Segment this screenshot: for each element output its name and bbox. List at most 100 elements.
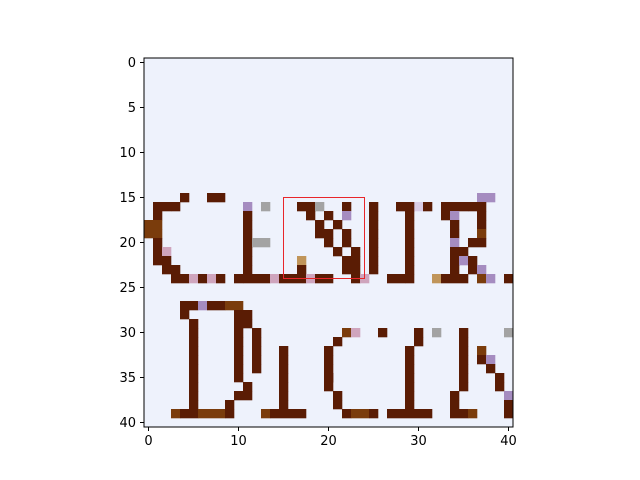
pixel-cell bbox=[486, 364, 496, 374]
pixel-cell bbox=[333, 391, 343, 401]
pixel-cell bbox=[324, 346, 334, 356]
pixel-cell bbox=[216, 274, 226, 284]
pixel-cell bbox=[333, 337, 343, 347]
pixel-cell bbox=[243, 256, 253, 266]
pixel-cell bbox=[252, 238, 271, 248]
pixel-cell bbox=[369, 256, 379, 266]
pixel-cell bbox=[342, 328, 352, 338]
pixel-cell bbox=[405, 256, 415, 266]
y-tick-label: 15 bbox=[119, 191, 136, 206]
pixel-cell bbox=[477, 346, 487, 356]
pixel-cell bbox=[450, 211, 460, 221]
pixel-cell bbox=[243, 202, 253, 212]
pixel-cell bbox=[450, 238, 460, 248]
pixel-cell bbox=[270, 274, 280, 284]
pixel-cell bbox=[405, 346, 415, 356]
pixel-cell bbox=[405, 355, 415, 365]
pixel-cell bbox=[171, 409, 181, 419]
pixel-cell bbox=[189, 355, 199, 365]
pixel-cell bbox=[225, 400, 235, 410]
pixel-cell bbox=[504, 409, 514, 419]
pixel-cell bbox=[189, 337, 199, 347]
pixel-cell bbox=[234, 373, 244, 383]
pixel-cell bbox=[468, 202, 487, 212]
pixel-cell bbox=[405, 238, 415, 248]
pixel-cell bbox=[189, 346, 199, 356]
pixel-cell bbox=[234, 346, 244, 356]
pixel-cell bbox=[414, 328, 424, 338]
pixel-cell bbox=[297, 202, 316, 212]
pixel-cell bbox=[189, 319, 199, 329]
y-tick-label: 35 bbox=[119, 371, 136, 386]
pixel-cell bbox=[459, 337, 469, 347]
pixel-cell bbox=[504, 274, 514, 284]
pixel-cell bbox=[405, 400, 415, 410]
pixel-cell bbox=[279, 346, 289, 356]
pixel-cell bbox=[243, 238, 253, 248]
pixel-cell bbox=[243, 319, 253, 329]
pixel-cell bbox=[153, 247, 163, 257]
pixel-cell bbox=[189, 391, 199, 401]
pixel-cell bbox=[243, 382, 253, 392]
pixel-cell bbox=[324, 355, 334, 365]
pixel-cell bbox=[369, 238, 379, 248]
highlight-box bbox=[283, 197, 365, 279]
pixel-cell bbox=[387, 274, 406, 284]
pixel-cell bbox=[261, 202, 271, 212]
x-axis: 0 10 20 30 40 bbox=[144, 427, 517, 449]
pixel-cell bbox=[234, 328, 244, 338]
y-tick-label: 40 bbox=[119, 416, 136, 431]
pixel-cell bbox=[441, 202, 469, 212]
pixel-cell bbox=[351, 265, 361, 275]
pixel-cell bbox=[234, 310, 253, 320]
pixel-cell bbox=[234, 391, 253, 401]
pixel-cell bbox=[369, 220, 379, 230]
pixel-cell bbox=[243, 211, 253, 221]
pixel-cell bbox=[189, 373, 199, 383]
pixel-cell bbox=[252, 328, 262, 338]
pixel-cell bbox=[414, 337, 424, 347]
pixel-cell bbox=[153, 202, 172, 212]
pixel-cell bbox=[243, 274, 271, 284]
pixel-cell bbox=[405, 265, 415, 275]
pixel-cell bbox=[495, 373, 505, 383]
pixel-cell bbox=[342, 409, 352, 419]
pixel-cell bbox=[468, 409, 478, 419]
pixel-cell bbox=[432, 328, 442, 338]
pixel-cell bbox=[486, 355, 496, 365]
pixel-cell bbox=[189, 328, 199, 338]
pixel-cell bbox=[432, 274, 442, 284]
pixel-cell bbox=[324, 373, 334, 383]
pixel-cell bbox=[441, 274, 469, 284]
pixel-cell bbox=[423, 202, 433, 212]
pixel-cell bbox=[189, 382, 199, 392]
pixel-cell bbox=[342, 265, 352, 275]
pixel-cell bbox=[450, 265, 460, 275]
pixel-cell bbox=[243, 220, 253, 230]
pixel-cell bbox=[279, 373, 289, 383]
pixel-cell bbox=[477, 274, 487, 284]
pixel-layer bbox=[144, 193, 514, 419]
pixel-cell bbox=[342, 229, 352, 239]
pixel-cell bbox=[342, 202, 352, 212]
pixel-cell bbox=[459, 364, 469, 374]
x-tick-label: 40 bbox=[500, 434, 517, 449]
pixel-cell bbox=[189, 400, 199, 410]
pixel-cell bbox=[234, 319, 244, 329]
y-tick-label: 20 bbox=[119, 236, 136, 251]
pixel-cell bbox=[396, 202, 415, 212]
pixel-cell bbox=[441, 211, 451, 221]
pixel-cell bbox=[324, 382, 334, 392]
pixel-cell bbox=[198, 409, 226, 419]
pixel-cell bbox=[225, 409, 235, 419]
pixel-cell bbox=[342, 238, 352, 248]
pixel-cell bbox=[351, 328, 361, 338]
pixel-cell bbox=[252, 355, 262, 365]
pixel-cell bbox=[225, 301, 244, 311]
pixel-cell bbox=[270, 409, 307, 419]
pixel-cell bbox=[459, 373, 469, 383]
pixel-cell bbox=[180, 409, 199, 419]
pixel-cell bbox=[279, 382, 289, 392]
pixel-cell bbox=[369, 229, 379, 239]
